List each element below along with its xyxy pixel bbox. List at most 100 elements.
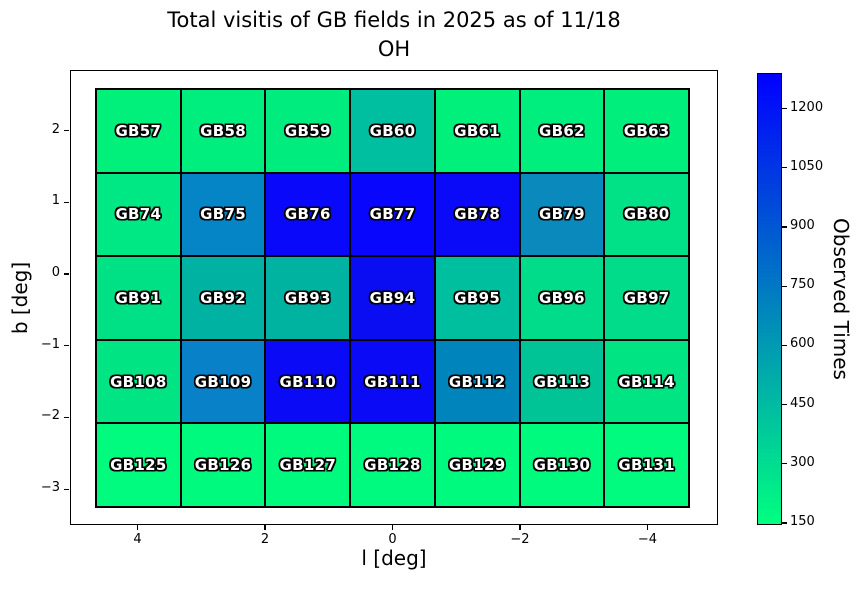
cell-label: GB125: [110, 456, 167, 475]
heatmap-cell-gb108: GB108: [96, 339, 181, 424]
y-tick-mark: [64, 273, 69, 275]
heatmap-grid: GB57 GB58 GB59 GB60 GB61 GB62 GB63 GB74 GB75 GB76…: [95, 88, 690, 508]
x-tick-label: 2: [260, 532, 270, 547]
chart-title: Total visitis of GB fields in 2025 as of…: [70, 6, 718, 64]
cell-label: GB128: [364, 456, 421, 475]
y-tick-mark: [64, 201, 69, 203]
heatmap-cell-gb91: GB91: [96, 256, 181, 340]
heatmap-cell-gb62: GB62: [519, 89, 605, 173]
heatmap-cell-gb92: GB92: [180, 256, 266, 340]
colorbar-tick-mark: [782, 522, 787, 524]
heatmap-cell-gb131: GB131: [604, 423, 689, 507]
colorbar-gradient: [758, 74, 781, 524]
colorbar-tick-mark: [782, 226, 787, 228]
cell-label: GB96: [539, 288, 585, 307]
y-tick-label: −2: [40, 408, 60, 424]
cell-label: GB61: [454, 121, 501, 140]
heatmap-cell-gb129: GB129: [434, 423, 520, 507]
heatmap-cell-gb61: GB61: [434, 89, 520, 173]
y-tick-mark: [64, 130, 69, 132]
cell-label: GB63: [623, 121, 670, 140]
cell-label: GB113: [533, 372, 591, 391]
y-axis-label-wrap: b [deg]: [4, 70, 36, 525]
cell-label: GB130: [533, 456, 591, 475]
cell-label: GB57: [115, 121, 162, 140]
cell-label: GB75: [200, 205, 246, 224]
cell-label: GB114: [618, 372, 675, 391]
cell-label: GB111: [364, 372, 421, 391]
cell-label: GB74: [115, 205, 162, 224]
cell-label: GB78: [454, 205, 501, 224]
chart-title-line1: Total visitis of GB fields in 2025 as of…: [167, 8, 621, 32]
colorbar: [757, 73, 782, 525]
x-tick-label: −2: [510, 532, 530, 547]
colorbar-tick-label: 150: [790, 514, 815, 530]
cell-label: GB131: [618, 456, 675, 475]
x-tick-label: −4: [637, 532, 658, 547]
heatmap-cell-gb109: GB109: [180, 339, 266, 424]
heatmap-cell-gb58: GB58: [180, 89, 266, 173]
cell-label: GB59: [284, 121, 331, 140]
x-tick-label: 4: [133, 532, 142, 547]
cell-label: GB129: [448, 456, 506, 475]
cell-label: GB60: [369, 121, 416, 140]
heatmap-cell-gb79: GB79: [519, 172, 605, 257]
y-tick-label: 2: [51, 121, 60, 137]
cell-label: GB58: [200, 121, 246, 140]
colorbar-tick-label: 600: [790, 336, 815, 352]
cell-label: GB80: [623, 205, 670, 224]
heatmap-cell-gb59: GB59: [265, 89, 351, 173]
colorbar-tick-mark: [782, 344, 787, 346]
heatmap-cell-gb130: GB130: [519, 423, 605, 507]
y-tick-label: 0: [51, 265, 60, 280]
y-tick-mark: [64, 345, 69, 347]
heatmap-cell-gb76: GB76: [265, 172, 351, 257]
x-tick-mark: [646, 525, 649, 530]
heatmap-cell-gb110: GB110: [265, 339, 351, 424]
colorbar-tick-label: 1200: [790, 99, 824, 115]
y-tick-label: −3: [40, 480, 60, 496]
chart-title-line2: OH: [377, 37, 411, 61]
colorbar-tick-mark: [782, 167, 787, 169]
cell-label: GB62: [539, 121, 585, 140]
heatmap-cell-gb77: GB77: [350, 172, 435, 257]
x-tick-mark: [391, 525, 394, 530]
colorbar-tick-label: 750: [790, 277, 815, 293]
x-tick-mark: [264, 525, 266, 530]
heatmap-cell-gb94: GB94: [350, 256, 435, 340]
colorbar-tick-mark: [782, 107, 787, 110]
x-tick-mark: [519, 525, 521, 530]
cell-label: GB112: [448, 372, 506, 391]
heatmap-cell-gb63: GB63: [604, 89, 689, 173]
cell-label: GB95: [454, 288, 501, 307]
heatmap-cell-gb114: GB114: [604, 339, 689, 424]
cell-label: GB108: [110, 372, 167, 391]
heatmap-cell-gb111: GB111: [350, 339, 435, 424]
heatmap-cell-gb128: GB128: [350, 423, 435, 507]
x-axis-label: l [deg]: [361, 546, 427, 570]
heatmap-cell-gb74: GB74: [96, 172, 181, 257]
cell-label: GB91: [115, 288, 162, 307]
colorbar-tick-mark: [782, 463, 787, 465]
heatmap-cell-gb113: GB113: [519, 339, 605, 424]
colorbar-tick-label: 900: [790, 217, 815, 233]
colorbar-label: Observed Times: [829, 218, 854, 380]
heatmap-cell-gb78: GB78: [434, 172, 520, 257]
heatmap-cell-gb57: GB57: [96, 89, 181, 173]
heatmap-cell-gb95: GB95: [434, 256, 520, 340]
colorbar-tick-label: 300: [790, 454, 815, 470]
heatmap-cell-gb126: GB126: [180, 423, 266, 507]
heatmap-cell-gb75: GB75: [180, 172, 266, 257]
x-tick-mark: [136, 525, 139, 530]
cell-label: GB126: [194, 456, 252, 475]
heatmap-cell-gb125: GB125: [96, 423, 181, 507]
cell-label: GB127: [279, 456, 337, 475]
cell-label: GB109: [194, 372, 252, 391]
heatmap-cell-gb127: GB127: [265, 423, 351, 507]
cell-label: GB110: [279, 372, 337, 391]
cell-label: GB94: [369, 288, 416, 307]
cell-label: GB77: [369, 205, 416, 224]
heatmap-cell-gb97: GB97: [604, 256, 689, 340]
x-tick-label: 0: [388, 532, 397, 547]
